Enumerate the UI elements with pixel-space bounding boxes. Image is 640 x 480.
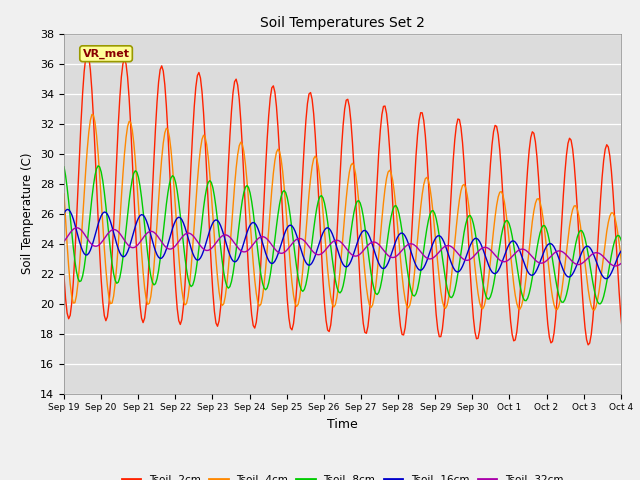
Tsoil -2cm xyxy=(367,288,375,294)
Line: Tsoil -2cm: Tsoil -2cm xyxy=(64,53,640,347)
Line: Tsoil -32cm: Tsoil -32cm xyxy=(64,228,640,267)
Tsoil -8cm xyxy=(94,163,102,168)
Tsoil -16cm xyxy=(367,238,375,243)
Y-axis label: Soil Temperature (C): Soil Temperature (C) xyxy=(22,153,35,275)
Text: VR_met: VR_met xyxy=(83,48,129,59)
Tsoil -4cm xyxy=(573,206,581,212)
Tsoil -8cm xyxy=(485,296,493,302)
Tsoil -8cm xyxy=(573,234,581,240)
Tsoil -4cm xyxy=(628,308,636,313)
Tsoil -2cm xyxy=(80,69,88,74)
Tsoil -32cm xyxy=(60,239,68,244)
Tsoil -16cm xyxy=(82,252,90,258)
Tsoil -32cm xyxy=(100,236,108,241)
Tsoil -2cm xyxy=(573,206,581,212)
Tsoil -16cm xyxy=(100,209,108,215)
Legend: Tsoil -2cm, Tsoil -4cm, Tsoil -8cm, Tsoil -16cm, Tsoil -32cm: Tsoil -2cm, Tsoil -4cm, Tsoil -8cm, Tsoi… xyxy=(118,471,567,480)
Tsoil -16cm xyxy=(63,206,71,212)
Tsoil -16cm xyxy=(639,277,640,283)
Tsoil -8cm xyxy=(632,302,640,308)
Tsoil -4cm xyxy=(485,273,493,278)
Tsoil -32cm xyxy=(82,233,90,239)
Line: Tsoil -16cm: Tsoil -16cm xyxy=(64,209,640,280)
Tsoil -2cm xyxy=(485,185,493,191)
Tsoil -32cm xyxy=(72,225,80,230)
Tsoil -2cm xyxy=(621,344,629,350)
Tsoil -8cm xyxy=(100,190,108,195)
Tsoil -16cm xyxy=(60,211,68,216)
Tsoil -4cm xyxy=(100,245,108,251)
Tsoil -2cm xyxy=(60,273,68,279)
Tsoil -16cm xyxy=(573,261,581,266)
Tsoil -32cm xyxy=(485,246,493,252)
Tsoil -4cm xyxy=(88,112,96,118)
Tsoil -4cm xyxy=(60,191,68,197)
Title: Soil Temperatures Set 2: Soil Temperatures Set 2 xyxy=(260,16,425,30)
Tsoil -2cm xyxy=(83,50,91,56)
Tsoil -8cm xyxy=(60,164,68,170)
Line: Tsoil -4cm: Tsoil -4cm xyxy=(64,115,640,311)
Tsoil -8cm xyxy=(80,265,88,271)
Tsoil -32cm xyxy=(573,262,581,267)
Tsoil -16cm xyxy=(485,263,493,269)
Line: Tsoil -8cm: Tsoil -8cm xyxy=(64,166,640,305)
Tsoil -2cm xyxy=(100,313,108,319)
Tsoil -8cm xyxy=(367,270,375,276)
Tsoil -32cm xyxy=(367,240,375,246)
Tsoil -4cm xyxy=(367,305,375,311)
X-axis label: Time: Time xyxy=(327,418,358,431)
Tsoil -4cm xyxy=(80,192,88,197)
